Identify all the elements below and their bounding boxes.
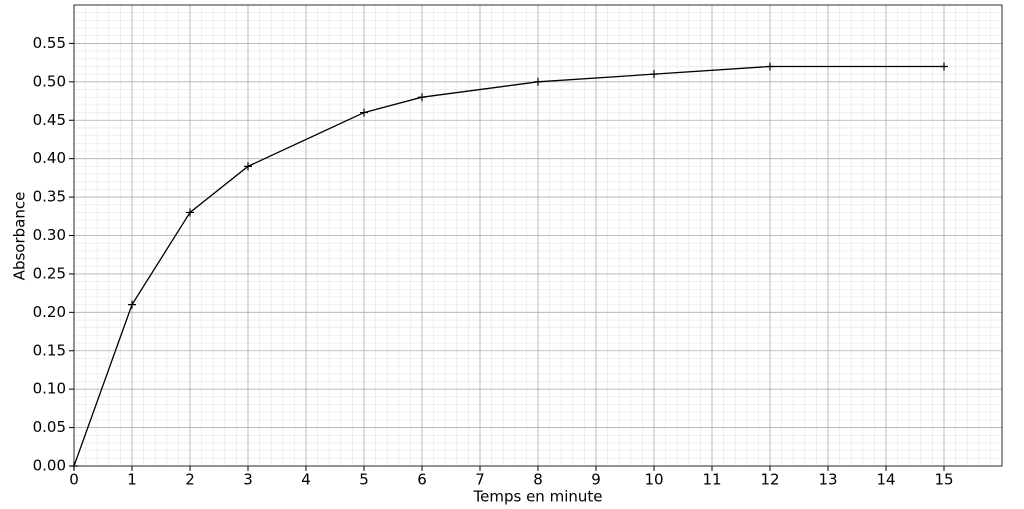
data-marker (128, 300, 136, 309)
y-tick-label: 0.15 (33, 341, 66, 359)
y-tick-label: 0.55 (33, 34, 66, 52)
x-tick-label: 15 (934, 471, 953, 489)
x-tick-label: 9 (591, 471, 601, 489)
data-line (73, 65, 944, 467)
y-tick-label: 0.25 (33, 264, 66, 282)
y-tick-label: 0.05 (33, 418, 66, 436)
data-marker (650, 70, 658, 79)
data-marker (940, 62, 948, 71)
data-marker (186, 208, 194, 217)
data-marker (360, 108, 368, 117)
data-marker (70, 462, 78, 470)
x-tick-label: 3 (243, 471, 253, 489)
data-marker (534, 77, 542, 86)
x-tick-label: 12 (760, 471, 779, 489)
y-tick-label: 0.40 (33, 149, 66, 167)
data-marker (244, 162, 252, 171)
y-tick-label: 0.35 (33, 188, 66, 206)
x-tick-label: 0 (69, 471, 79, 489)
data-marker (766, 62, 774, 71)
x-tick-label: 13 (818, 471, 837, 489)
y-tick-label: 0.50 (33, 72, 66, 90)
x-tick-label: 14 (876, 471, 895, 489)
data-marker (418, 93, 426, 102)
x-tick-label: 6 (417, 471, 427, 489)
x-tick-label: 8 (533, 471, 543, 489)
y-tick-label: 0.30 (33, 226, 66, 244)
y-tick-label: 0.00 (33, 457, 66, 475)
x-tick-label: 11 (702, 471, 721, 489)
x-axis-label: Temps en minute (473, 488, 603, 506)
plot-frame (73, 4, 1003, 467)
y-tick-label: 0.10 (33, 380, 66, 398)
x-tick-label: 5 (359, 471, 369, 489)
x-tick-label: 7 (475, 471, 485, 489)
x-tick-label: 10 (644, 471, 663, 489)
y-tick-label: 0.45 (33, 111, 66, 129)
x-tick-label: 2 (185, 471, 195, 489)
y-tick-label: 0.20 (33, 303, 66, 321)
y-axis-label: Absorbance (11, 192, 29, 281)
x-tick-label: 1 (127, 471, 137, 489)
x-tick-label: 4 (301, 471, 311, 489)
